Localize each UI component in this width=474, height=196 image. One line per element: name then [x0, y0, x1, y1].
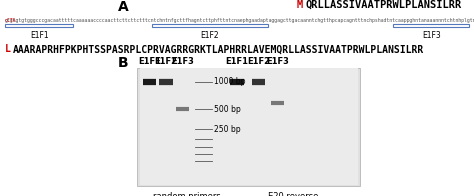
Text: E1F2: E1F2: [201, 31, 219, 40]
Text: E1F1: E1F1: [138, 57, 161, 66]
Text: 250 bp: 250 bp: [214, 125, 241, 134]
Bar: [393, 24, 469, 27]
Text: random primers: random primers: [153, 192, 220, 196]
Text: E20 reverse: E20 reverse: [268, 192, 319, 196]
Text: E1F2: E1F2: [247, 57, 270, 66]
Text: A: A: [118, 0, 128, 14]
Bar: [137, 68, 360, 186]
Text: B: B: [118, 56, 128, 70]
Text: E1F2: E1F2: [155, 57, 177, 66]
Text: L: L: [5, 44, 10, 54]
Text: AAARAPRHFPKPHTSSPASRPLCPRVAGRRGRKTLAPHRRLAVEMQRLLASSIVAATPRWLPLANSILRR: AAARAPRHFPKPHTSSPASRPLCPRVAGRRGRKTLAPHRR…: [13, 44, 425, 54]
Text: E1F3: E1F3: [171, 57, 194, 66]
Text: M: M: [296, 0, 302, 10]
Text: cCTA: cCTA: [5, 18, 16, 23]
Bar: [140, 68, 358, 185]
Text: E1F3: E1F3: [266, 57, 289, 66]
Text: gtgtgtgtgggcccgacaatttttcaaaaaaccccaacttcttcttctttcntchntnfgcttfhagntcttphfttntc: gtgtgtgtgggcccgacaatttttcaaaaaaccccaactt…: [5, 18, 474, 23]
Text: E1F1: E1F1: [226, 57, 248, 66]
Text: E1F3: E1F3: [422, 31, 441, 40]
Text: QRLLASSIVAATPRWLPLANSILRR: QRLLASSIVAATPRWLPLANSILRR: [305, 0, 462, 10]
Text: 1000 bp: 1000 bp: [214, 77, 246, 86]
Text: E1F1: E1F1: [30, 31, 49, 40]
Bar: [5, 24, 73, 27]
Bar: [152, 24, 268, 27]
Text: 500 bp: 500 bp: [214, 105, 241, 113]
